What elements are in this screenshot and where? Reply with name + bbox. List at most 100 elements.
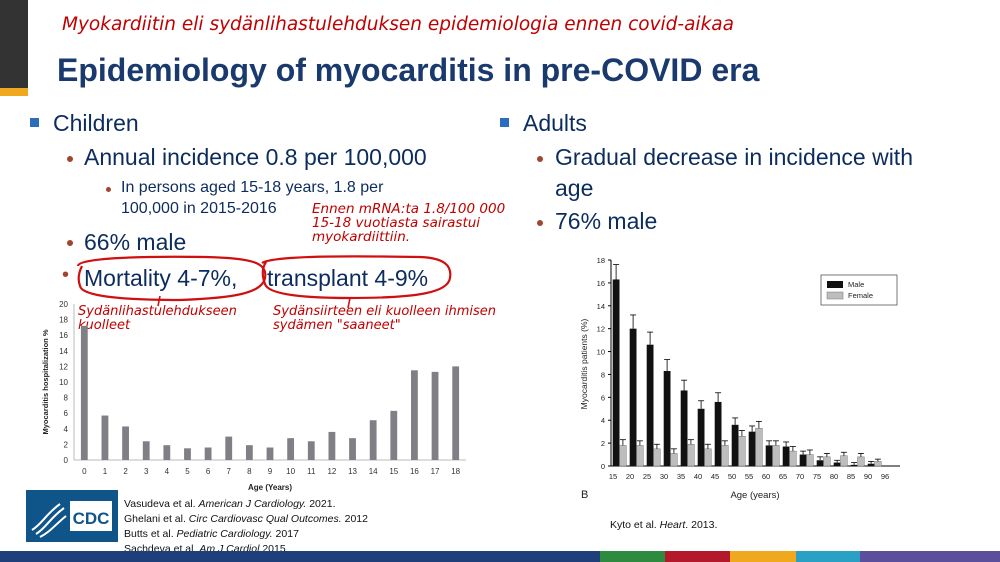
x-tick-label: 85 [847,472,855,481]
y-tick-label: 12 [59,362,68,371]
finnish-subtitle: Myokardiitin eli sydänlihastulehduksen e… [62,14,734,35]
bar [369,420,377,460]
x-tick-label: 1 [103,467,108,476]
bullet-square-icon [500,118,509,127]
y-tick-label: 20 [59,300,68,309]
bullet-dot-icon [67,240,73,246]
adults-male-pct: 76% male [555,208,658,234]
legend-female-label: Female [848,291,873,300]
bar-male [646,344,654,466]
adults-decrease-line2: age [555,175,594,201]
reference-right: Kyto et al. Heart. 2013. [610,519,718,531]
x-tick-label: 40 [694,472,702,481]
bar-male [697,408,705,466]
children-male-pct: 66% male [84,229,187,255]
y-tick-label: 4 [601,416,605,425]
incidence-15-18-line1: In persons aged 15-18 years, 1.8 per [121,179,384,196]
legend-male-label: Male [848,280,864,289]
y-tick-label: 6 [64,409,69,418]
bar-male [765,445,773,466]
x-tick-label: 12 [327,467,336,476]
y-tick-label: 0 [64,456,69,465]
x-tick-label: 65 [779,472,787,481]
cdc-logo: CDC [26,490,118,542]
bar [80,325,88,460]
x-tick-label: 35 [677,472,685,481]
x-tick-label: 55 [745,472,753,481]
y-tick-label: 14 [59,347,68,356]
y-tick-label: 18 [597,256,605,265]
x-tick-label: 80 [830,472,838,481]
annotation-transplant: Sydänsiirteen eli kuolleen ihmisen sydäm… [273,304,497,333]
adults-heading: Adults [523,110,587,136]
annotation-mrna: Ennen mRNA:ta 1.8/100 000 15-18 vuotiast… [312,201,506,246]
bar [184,448,191,460]
children-hospitalization-chart: Myocarditis hospitalization % Age (Years… [41,300,466,492]
adults-myocarditis-chart: Myocarditis patients (%) Age (years) B M… [579,256,900,501]
bar-female [653,448,661,467]
x-tick-label: 45 [711,472,719,481]
bar [307,441,315,460]
y-tick-label: 18 [59,316,68,325]
children-incidence: Annual incidence 0.8 per 100,000 [84,144,427,170]
bar-male [850,464,858,466]
bar [266,447,274,460]
bar-female [636,445,644,467]
bar [287,438,295,460]
bullet-dot-icon [537,156,543,162]
bar-male [663,371,671,466]
x-tick-label: 4 [165,467,170,476]
bar-male [629,328,637,466]
y-tick-label: 8 [64,394,69,403]
bar-male [867,463,875,466]
reference-item: Butts et al. Pediatric Cardiology. 2017 [124,528,299,540]
bar [431,371,439,460]
x-axis-label: Age (years) [730,490,779,501]
bar-male [680,390,688,466]
bar-female [772,445,780,467]
bar-male [782,446,790,466]
x-tick-label: 18 [451,467,460,476]
bar [390,410,398,460]
y-axis-label: Myocarditis hospitalization % [41,329,50,434]
y-tick-label: 14 [597,302,605,311]
annotation-died: Sydänlihastulehdukseen kuolleet [78,304,237,333]
legend-male-swatch [827,281,843,288]
x-tick-label: 30 [660,472,668,481]
panel-label: B [581,489,588,501]
bar-female [670,453,678,467]
bar-male [612,279,620,466]
legend-female-swatch [826,291,844,300]
y-tick-label: 16 [597,279,605,288]
bar-female [857,456,865,467]
x-tick-label: 96 [881,472,889,481]
bar-female [840,455,848,467]
bullet-dot-icon [67,156,73,162]
x-tick-label: 25 [643,472,651,481]
x-axis-label: Age (Years) [248,483,292,492]
x-tick-label: 50 [728,472,736,481]
bullet-dot-icon [537,220,543,226]
x-tick-label: 60 [762,472,770,481]
slide-title: Epidemiology of myocarditis in pre-COVID… [57,52,760,88]
bullet-dot-icon: • [62,264,70,286]
x-tick-label: 15 [389,467,398,476]
bar-male [816,460,824,466]
y-tick-label: 2 [64,440,69,449]
x-tick-label: 10 [286,467,295,476]
bar-male [799,454,807,466]
x-tick-label: 70 [796,472,804,481]
x-tick-label: 5 [185,467,190,476]
bottom-stripe [730,551,796,562]
y-tick-label: 2 [601,439,605,448]
x-tick-label: 6 [206,467,211,476]
bullet-square-icon [30,118,39,127]
y-tick-label: 8 [601,370,605,379]
reference-item: Ghelani et al. Circ Cardiovasc Qual Outc… [124,513,368,525]
bar-female [738,435,746,467]
bar-female [619,445,627,467]
bottom-stripe [0,551,600,562]
x-tick-label: 16 [410,467,419,476]
x-tick-label: 75 [813,472,821,481]
